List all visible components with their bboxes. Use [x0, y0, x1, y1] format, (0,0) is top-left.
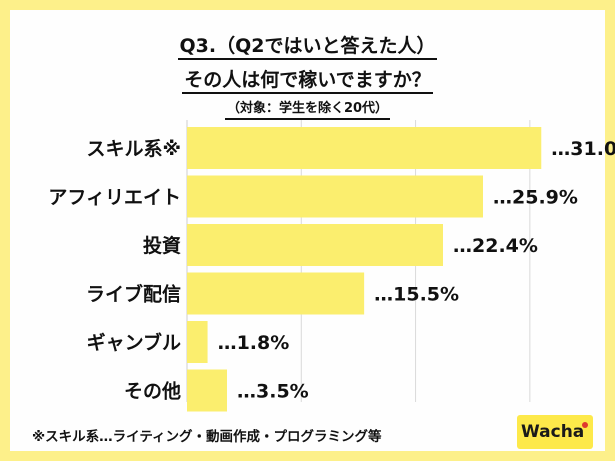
bar [187, 127, 542, 169]
value-label: …1.8% [218, 332, 290, 354]
chart-title-line1: Q3.（Q2ではいと答えた人） [10, 34, 605, 60]
category-label: 投資 [143, 234, 181, 257]
logo-text: Wacha [521, 422, 585, 442]
category-label: ギャンブル [87, 331, 181, 354]
category-label: スキル系※ [87, 138, 181, 160]
wacha-logo: Wacha [517, 415, 593, 449]
value-label: …31.0% [551, 138, 615, 160]
category-label: その他 [124, 380, 181, 403]
bar [187, 321, 208, 363]
chart-title-line2: その人は何で稼いでますか？ [10, 68, 605, 94]
bar [187, 175, 483, 218]
category-label: ライブ配信 [86, 283, 181, 306]
bar [187, 369, 227, 412]
value-label: …15.5% [374, 284, 459, 306]
value-label: …3.5% [237, 381, 309, 403]
bar [187, 224, 443, 266]
footnote: ※スキル系…ライティング・動画作成・プログラミング等 [32, 429, 382, 445]
category-label: アフィリエイト [48, 187, 181, 209]
bar [187, 272, 365, 315]
value-label: …25.9% [493, 187, 578, 209]
logo-dot-icon [582, 422, 588, 428]
chart-subtitle: （対象：学生を除く20代） [10, 100, 605, 120]
value-label: …22.4% [453, 235, 538, 257]
